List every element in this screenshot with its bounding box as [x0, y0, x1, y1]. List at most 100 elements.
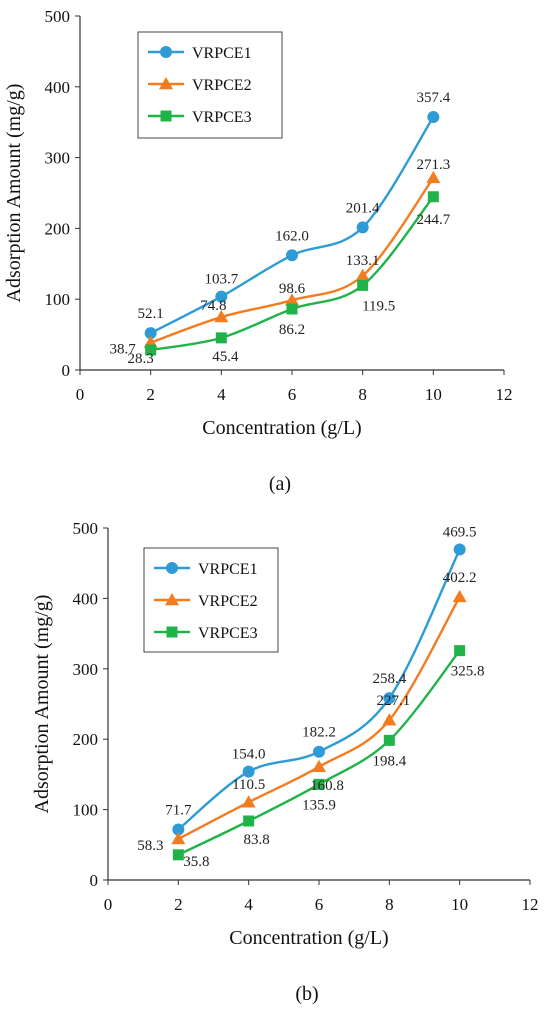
- data-point: [145, 344, 157, 356]
- chart-panel-2: 0 100 200 300 400 500 0 2 4 6 8 10 12 Concentration (…: [31, 519, 539, 1005]
- x-tick-label: 2: [146, 385, 155, 404]
- data-point: [241, 795, 256, 808]
- y-tick-label: 300: [73, 660, 99, 679]
- data-label: 198.4: [372, 753, 406, 769]
- x-tick-label: 2: [174, 895, 183, 914]
- data-point: [313, 778, 325, 790]
- legend-marker: [166, 562, 178, 574]
- y-tick-label: 300: [45, 149, 71, 168]
- data-point: [357, 279, 369, 291]
- data-point: [453, 543, 466, 556]
- legend-label: VRPCE1: [198, 561, 258, 578]
- x-tick-label: 10: [425, 385, 442, 404]
- x-tick-label: 12: [522, 895, 539, 914]
- data-point: [215, 290, 228, 303]
- legend: VRPCE1 VRPCE2 VRPCE3: [143, 547, 279, 653]
- x-tick-label: 6: [315, 895, 324, 914]
- data-label: 103.7: [204, 272, 238, 288]
- y-tick-label: 100: [45, 290, 71, 309]
- data-point: [285, 293, 299, 306]
- series-VRPCE3: [145, 191, 439, 356]
- x-tick-label: 8: [385, 895, 394, 914]
- data-label: 162.0: [275, 228, 309, 244]
- data-point: [382, 713, 397, 726]
- data-label: 98.6: [279, 281, 306, 297]
- x-tick-label: 12: [496, 385, 513, 404]
- x-tick-label: 10: [451, 895, 468, 914]
- data-point: [452, 589, 467, 603]
- legend-marker: [165, 593, 179, 606]
- data-point: [356, 221, 369, 234]
- data-label: 119.5: [362, 298, 395, 314]
- data-label: 227.1: [376, 693, 410, 709]
- x-axis-title: Concentration (g/L): [229, 927, 388, 949]
- series-VRPCE1: [172, 543, 466, 836]
- data-label: 110.5: [232, 777, 265, 793]
- data-label: 258.4: [372, 671, 406, 687]
- data-label: 52.1: [138, 306, 164, 322]
- panel-label: (b): [295, 983, 318, 1005]
- legend-marker: [160, 110, 172, 122]
- data-label: 86.2: [279, 322, 305, 338]
- legend-marker: [159, 77, 173, 90]
- series-line: [150, 177, 435, 344]
- chart-panel-1: 0 100 200 300 400 500 0 2 4 6 8 10 12 Concentration (…: [3, 7, 513, 495]
- data-label: 83.8: [244, 832, 270, 848]
- data-label: 38.7: [110, 342, 137, 358]
- data-label: 325.8: [451, 664, 485, 680]
- data-point: [313, 745, 325, 758]
- data-point: [286, 303, 298, 315]
- legend-label: VRPCE3: [198, 625, 258, 642]
- data-label: 357.4: [416, 90, 450, 106]
- x-tick-label: 0: [104, 895, 113, 914]
- data-label: 271.3: [416, 157, 450, 173]
- y-tick-label: 500: [73, 519, 99, 538]
- legend-label: VRPCE2: [198, 593, 258, 610]
- data-point: [383, 692, 396, 705]
- data-label: 469.5: [443, 524, 477, 540]
- y-axis-title: Adsorption Amount (mg/g): [3, 84, 25, 303]
- data-point: [243, 815, 255, 827]
- data-label: 135.9: [302, 797, 336, 813]
- data-point: [286, 249, 298, 262]
- data-label: 182.2: [302, 725, 336, 741]
- data-point: [214, 310, 229, 323]
- data-point: [312, 759, 326, 773]
- data-label: 133.1: [346, 253, 380, 269]
- data-point: [172, 823, 185, 836]
- legend-marker: [160, 46, 172, 58]
- legend: VRPCE1 VRPCE2 VRPCE3: [137, 31, 283, 139]
- data-point: [383, 734, 395, 746]
- data-point: [454, 645, 466, 657]
- data-point: [172, 849, 184, 861]
- data-label: 58.3: [137, 838, 163, 854]
- series-line: [177, 596, 461, 841]
- x-tick-label: 4: [217, 385, 226, 404]
- data-label: 74.8: [200, 298, 226, 314]
- series-line: [177, 548, 461, 831]
- legend-marker: [166, 626, 178, 638]
- data-point: [427, 191, 439, 203]
- data-label: 154.0: [232, 747, 266, 763]
- data-label: 28.3: [128, 351, 154, 367]
- data-point: [427, 110, 440, 123]
- y-tick-label: 400: [73, 589, 99, 608]
- panel-label: (a): [269, 473, 291, 495]
- series-VRPCE1: [144, 110, 440, 340]
- data-point: [171, 831, 186, 845]
- series-VRPCE2: [171, 589, 467, 845]
- y-tick-label: 100: [73, 801, 99, 820]
- data-label: 244.7: [416, 212, 450, 228]
- y-tick-label: 200: [45, 219, 71, 238]
- y-tick-label: 200: [73, 730, 99, 749]
- data-point: [144, 327, 157, 340]
- data-point: [426, 170, 441, 184]
- y-tick-label: 500: [45, 7, 71, 26]
- x-axis-title: Concentration (g/L): [202, 417, 361, 439]
- data-label: 45.4: [212, 349, 239, 365]
- data-point: [215, 332, 227, 344]
- x-tick-label: 4: [244, 895, 253, 914]
- data-label: 402.2: [443, 570, 477, 586]
- data-label: 160.8: [310, 778, 344, 794]
